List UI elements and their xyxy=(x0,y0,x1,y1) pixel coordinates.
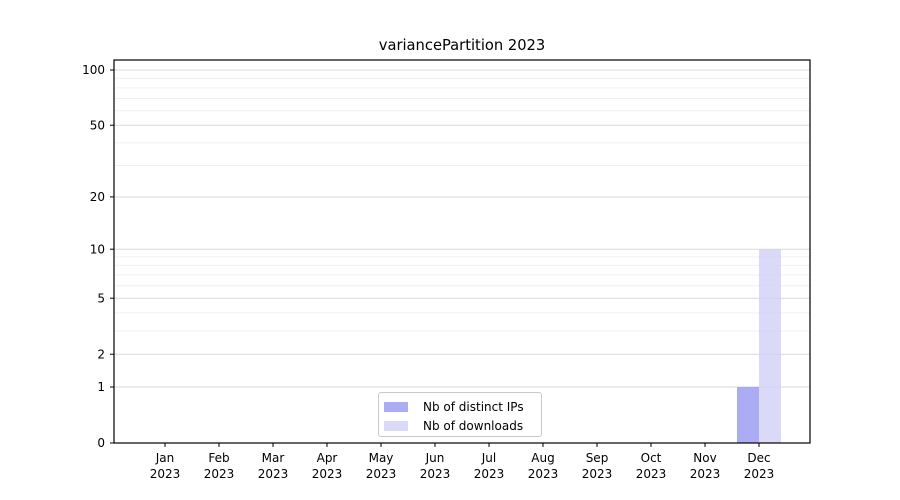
axes-frame xyxy=(113,59,811,444)
x-tick-label-feb: Feb xyxy=(208,451,229,465)
bar-distinct-ips-dec xyxy=(737,386,759,443)
y-tick-label-50: 50 xyxy=(90,118,105,132)
x-tick-label-nov: Nov xyxy=(693,451,716,465)
y-tick-label-1: 1 xyxy=(97,380,105,394)
legend-item-distinct-ips: Nb of distinct IPs xyxy=(384,397,533,416)
x-tick-label-year-jun: 2023 xyxy=(420,467,451,481)
x-tick-label-year-may: 2023 xyxy=(366,467,397,481)
legend-label-downloads: Nb of downloads xyxy=(423,419,524,434)
y-tick-label-2: 2 xyxy=(97,347,105,361)
bars xyxy=(737,249,781,443)
chart-title: variancePartition 2023 xyxy=(378,37,546,54)
x-tick-label-year-sep: 2023 xyxy=(582,467,613,481)
x-tick-label-year-mar: 2023 xyxy=(258,467,289,481)
minor-gridlines xyxy=(114,77,810,332)
x-tick-label-apr: Apr xyxy=(317,451,338,465)
x-tick-label-jun: Jun xyxy=(425,451,445,465)
legend: Nb of distinct IPs Nb of downloads xyxy=(378,392,542,437)
x-tick-label-sep: Sep xyxy=(586,451,609,465)
x-tick-label-year-apr: 2023 xyxy=(312,467,343,481)
x-tick-label-may: May xyxy=(369,451,394,465)
x-tick-label-year-jan: 2023 xyxy=(150,467,181,481)
x-tick-label-jul: Jul xyxy=(481,451,496,465)
x-tick-label-aug: Aug xyxy=(531,451,554,465)
x-axis: Jan 2023 Feb 2023 Mar 2023 Apr 2023 May 2023 Jun 20… xyxy=(150,443,775,481)
y-tick-label-100: 100 xyxy=(82,63,105,77)
x-tick-label-year-jul: 2023 xyxy=(474,467,505,481)
x-tick-label-year-oct: 2023 xyxy=(636,467,667,481)
y-tick-label-10: 10 xyxy=(90,242,105,256)
x-tick-label-year-aug: 2023 xyxy=(528,467,559,481)
x-tick-label-year-dec: 2023 xyxy=(744,467,775,481)
x-tick-label-mar: Mar xyxy=(262,451,285,465)
legend-swatch-downloads xyxy=(384,421,408,431)
x-tick-label-year-nov: 2023 xyxy=(690,467,721,481)
y-axis: 0 1 2 5 10 20 50 100 xyxy=(82,63,114,450)
x-tick-label-year-feb: 2023 xyxy=(204,467,235,481)
x-tick-label-jan: Jan xyxy=(155,451,175,465)
major-gridlines xyxy=(114,69,810,388)
legend-swatch-distinct-ips xyxy=(384,402,408,412)
y-tick-label-5: 5 xyxy=(97,291,105,305)
y-tick-label-20: 20 xyxy=(90,190,105,204)
legend-label-distinct-ips: Nb of distinct IPs xyxy=(423,399,524,414)
x-tick-label-dec: Dec xyxy=(747,451,770,465)
x-tick-label-oct: Oct xyxy=(641,451,662,465)
y-tick-label-0: 0 xyxy=(97,436,105,450)
legend-item-downloads: Nb of downloads xyxy=(384,417,533,436)
bar-downloads-dec xyxy=(759,249,781,443)
